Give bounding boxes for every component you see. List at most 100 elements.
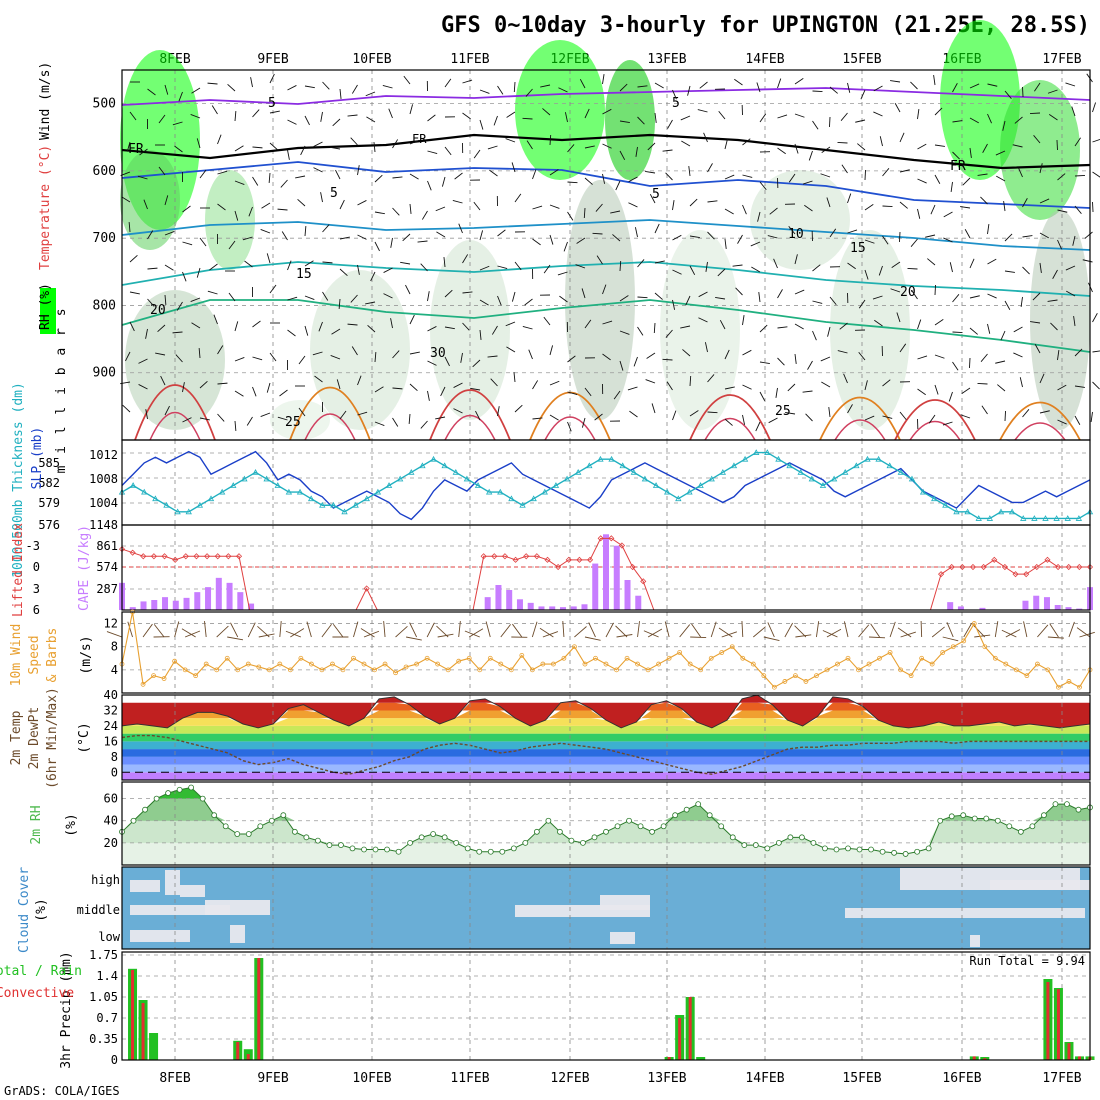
wind-barb (827, 326, 831, 337)
wind-barb (405, 284, 411, 295)
cloud-frame (121, 866, 1091, 950)
wind-barb (304, 225, 307, 237)
wind-barb (596, 255, 603, 265)
wind-barb (689, 235, 700, 239)
rh-marker (729, 834, 736, 841)
wind-barb (917, 355, 928, 360)
wind-barb (182, 241, 193, 246)
wind-barb (409, 203, 412, 214)
wind-barb (592, 232, 603, 235)
wind-barb (453, 382, 463, 388)
wind-barb (213, 314, 218, 325)
lifted-marker (565, 556, 572, 563)
wind-barb (199, 237, 207, 247)
cape-bar (527, 602, 534, 610)
wind-barb (960, 206, 971, 209)
cloud-block (610, 932, 635, 944)
wind-speed-marker (877, 655, 882, 661)
wind-barb (164, 195, 169, 206)
wind-barb (619, 83, 628, 92)
wind-barb (304, 260, 314, 267)
wind-speed-marker (1066, 679, 1072, 684)
wind-barb (427, 114, 436, 122)
lifted-marker (480, 553, 487, 560)
wind-barb (969, 357, 971, 369)
wind-barb (899, 169, 910, 173)
wind-speed-marker (698, 667, 704, 673)
run-total-label: Run Total = 9.94 (969, 954, 1085, 968)
wind-barb (217, 170, 228, 175)
cloud-level-label: middle (77, 903, 120, 917)
wind-barb (312, 351, 323, 356)
rh-marker (522, 839, 529, 846)
wind-speed-marker (445, 667, 451, 673)
rh-marker (971, 815, 978, 822)
rh-marker (326, 842, 333, 848)
thickness-marker (808, 475, 816, 482)
wind-label-part: & Barbs (45, 628, 60, 683)
wind-speed-marker (466, 655, 472, 661)
wind-barb (475, 410, 481, 421)
wind-barb (260, 228, 271, 234)
wind-barb (820, 356, 831, 362)
wind-barb (129, 254, 138, 263)
wind-barb-10m (1005, 629, 1021, 638)
wind-speed-marker (245, 661, 251, 667)
rh-marker (303, 834, 310, 841)
wind-barb (454, 172, 463, 180)
wind-barb-10m (227, 636, 244, 641)
wind-speed-marker (1034, 661, 1040, 667)
rh-shading (270, 400, 330, 440)
wind-barb (234, 390, 244, 397)
thickness-marker (363, 495, 370, 502)
wind-barb (1065, 82, 1076, 87)
slp-tick: 1148 (89, 518, 118, 532)
precip-legend-total: Total / Rain (0, 964, 82, 979)
wind-barb (1004, 300, 1011, 310)
wind-barb (742, 414, 746, 425)
rh-marker (845, 845, 851, 852)
cape-bar (1043, 597, 1050, 610)
wind-barb (858, 299, 866, 309)
wind-barb (314, 375, 323, 383)
thickness-marker (630, 469, 637, 475)
precip-tick: 0.7 (96, 1011, 118, 1025)
wind-barb-10m (531, 621, 538, 638)
freezing-level-line (121, 133, 1091, 170)
wind-barb (581, 417, 586, 428)
wind-barb-10m (106, 631, 123, 638)
wind-barb (392, 207, 400, 216)
wind-barb (417, 240, 428, 243)
thickness-marker (919, 488, 927, 495)
wind-speed-marker (845, 655, 851, 661)
wind-barb (672, 299, 676, 310)
date-label-top: 15FEB (842, 52, 881, 67)
wind-barb-10m (574, 626, 587, 638)
wind-barb-10m (257, 625, 270, 638)
wind-barb (619, 120, 630, 124)
cape-bar (624, 580, 631, 610)
rh-marker (361, 846, 367, 853)
wind-barb (777, 326, 788, 329)
wind-barb (1066, 290, 1076, 297)
wind-barb (1057, 239, 1062, 250)
wind-barb (987, 293, 997, 299)
wind-barb (829, 296, 837, 306)
wind-barb (129, 321, 135, 332)
wind-barb-10m (664, 621, 670, 638)
wind-barb (234, 180, 245, 186)
wind-barb (473, 201, 481, 211)
isotherm-label: 10 (788, 227, 804, 242)
wind-barb (392, 176, 403, 179)
wind-barb (794, 78, 804, 85)
wind-barb-10m (679, 624, 691, 638)
pressure-axis-label: m i l l i b a r s (54, 306, 69, 473)
wind-barb (462, 254, 469, 264)
wind-speed-marker (656, 661, 662, 667)
thickness-marker (741, 455, 749, 462)
thickness-marker (530, 495, 537, 502)
thickness-marker (497, 488, 504, 495)
wind-barb (843, 373, 848, 384)
wind-barb (366, 116, 376, 123)
cloud-block (990, 880, 1090, 890)
